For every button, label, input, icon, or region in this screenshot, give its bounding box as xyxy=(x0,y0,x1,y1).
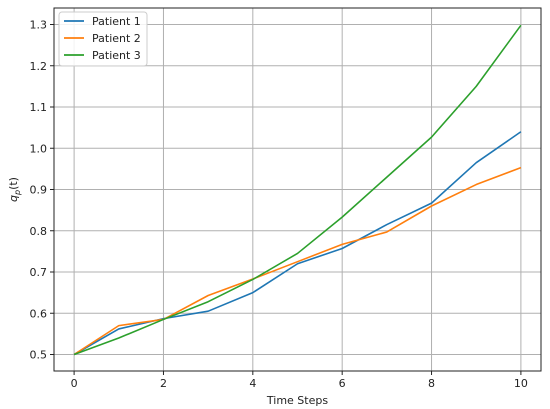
x-tick-label: 0 xyxy=(71,377,78,390)
y-axis-label: qp(t) xyxy=(7,177,22,202)
x-axis-ticks: 0 2 4 6 8 10 xyxy=(71,371,528,390)
legend: Patient 1 Patient 2 Patient 3 xyxy=(58,11,148,67)
series-line-patient-1 xyxy=(73,131,522,356)
y-tick-label: 1.2 xyxy=(30,60,48,73)
legend-label-patient-2: Patient 2 xyxy=(92,32,141,45)
x-tick-label: 10 xyxy=(514,377,528,390)
y-tick-label: 0.9 xyxy=(30,184,48,197)
y-tick-label: 1.3 xyxy=(30,19,48,32)
legend-box xyxy=(58,11,148,67)
y-tick-label: 0.6 xyxy=(30,307,48,320)
y-tick-label: 1.1 xyxy=(30,101,48,114)
x-tick-label: 4 xyxy=(249,377,256,390)
y-axis-label-main: q xyxy=(7,195,20,202)
y-axis-label-subscript: p xyxy=(13,190,22,196)
y-axis-label-argument: (t) xyxy=(7,177,20,190)
legend-label-patient-3: Patient 3 xyxy=(92,49,141,62)
y-axis-ticks: 0.5 0.6 0.7 0.8 0.9 1.0 1.1 1.2 1.3 xyxy=(30,19,54,362)
x-tick-label: 6 xyxy=(339,377,346,390)
y-tick-label: 0.7 xyxy=(30,266,48,279)
y-tick-label: 0.5 xyxy=(30,349,48,362)
x-axis-label: Time Steps xyxy=(266,394,328,407)
series-line-patient-3 xyxy=(73,24,522,356)
grid xyxy=(54,8,541,371)
series-line-patient-2 xyxy=(73,166,522,356)
x-tick-label: 8 xyxy=(428,377,435,390)
y-tick-label: 0.8 xyxy=(30,225,48,238)
x-tick-label: 2 xyxy=(160,377,167,390)
y-tick-label: 1.0 xyxy=(30,142,48,155)
legend-label-patient-1: Patient 1 xyxy=(92,15,141,28)
series-lines xyxy=(73,24,522,356)
